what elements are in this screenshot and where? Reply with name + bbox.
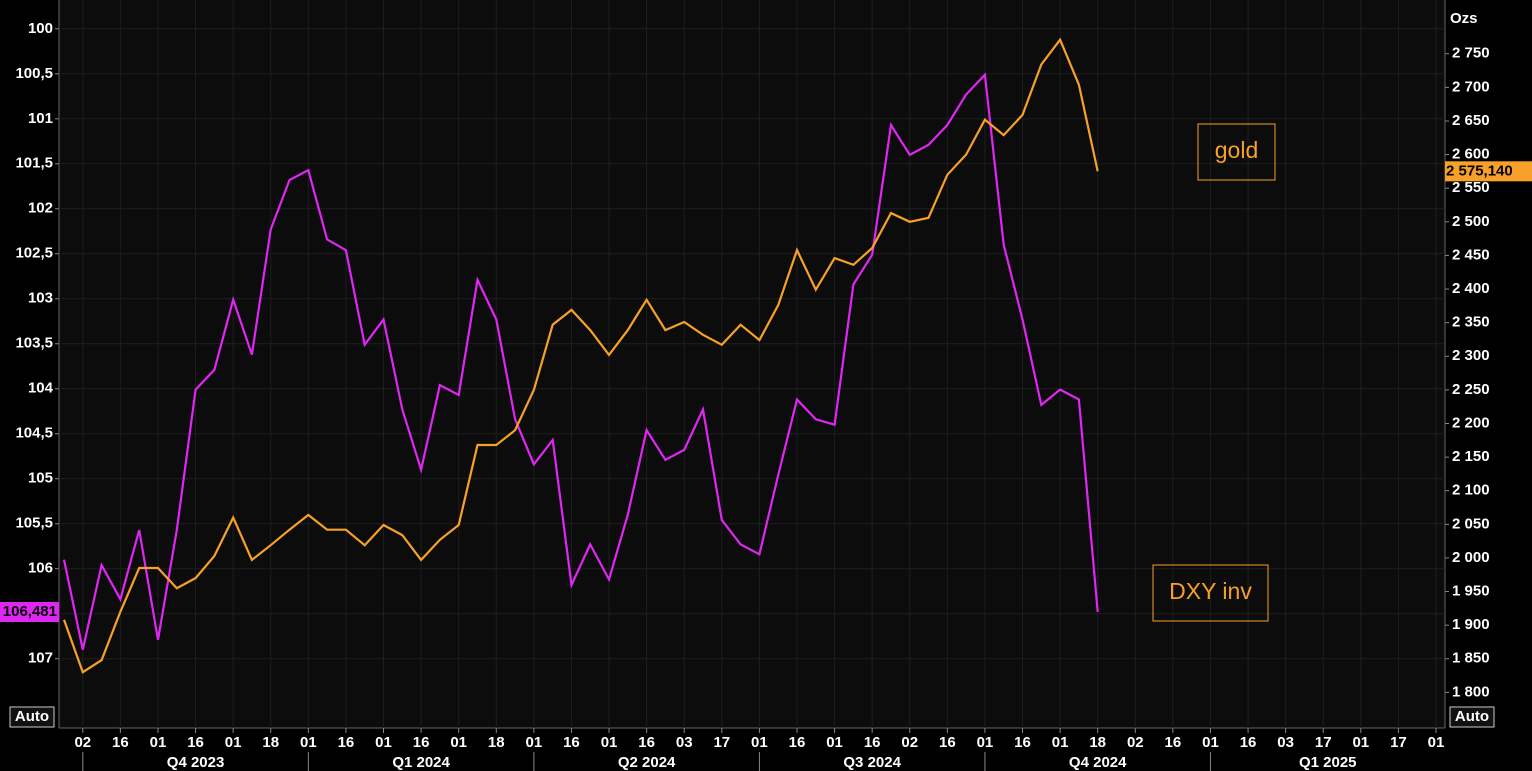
y-tick-label: 105	[28, 470, 53, 487]
y2-tick-label: 1 800	[1452, 683, 1490, 700]
y-tick-label: 104,5	[15, 425, 53, 442]
x-group-label: Q2 2024	[618, 754, 676, 771]
x-group-label: Q4 2023	[167, 754, 225, 771]
x-tick-label: 01	[225, 734, 242, 751]
x-tick-label: 01	[450, 734, 467, 751]
x-tick-label: 01	[1202, 734, 1219, 751]
y2-tick-label: 2 250	[1452, 381, 1490, 398]
series-line	[62, 72, 1099, 650]
last-value-box	[1445, 161, 1532, 182]
y2-tick-label: 2 000	[1452, 549, 1490, 566]
legend-label: gold	[1215, 137, 1258, 163]
y-tick-label: 101	[28, 110, 53, 127]
x-tick-label: 01	[300, 734, 317, 751]
x-tick-label: 18	[488, 734, 505, 751]
x-tick-label: 16	[1240, 734, 1257, 751]
y-tick-label: 102,5	[15, 245, 53, 262]
x-tick-label: 03	[676, 734, 693, 751]
x-group-label: Q3 2024	[843, 754, 901, 771]
y-tick-label: 106	[28, 560, 53, 577]
y2-tick-label: 2 750	[1452, 45, 1490, 62]
scale-button[interactable]	[9, 706, 55, 728]
x-tick-label: 16	[563, 734, 580, 751]
y2-tick-label: 2 200	[1452, 414, 1490, 431]
y2-tick-label: 1 900	[1452, 616, 1490, 633]
x-tick-label: 16	[112, 734, 129, 751]
x-tick-label: 16	[187, 734, 204, 751]
y2-tick-label: 2 650	[1452, 112, 1490, 129]
y-tick-label: 107	[28, 650, 53, 667]
scale-button-label[interactable]: Auto	[15, 708, 49, 725]
y-tick-label: 100,5	[15, 65, 53, 82]
x-tick-label: 01	[1428, 734, 1445, 751]
x-tick-label: 01	[1352, 734, 1369, 751]
x-tick-label: 16	[939, 734, 956, 751]
last-value-label: 106,481	[3, 603, 57, 620]
y2-tick-label: 2 050	[1452, 515, 1490, 532]
legend-box	[1152, 564, 1269, 622]
x-tick-label: 01	[601, 734, 618, 751]
x-tick-label: 16	[338, 734, 355, 751]
y-tick-label: 103	[28, 290, 53, 307]
y2-tick-label: 2 450	[1452, 246, 1490, 263]
x-tick-label: 16	[638, 734, 655, 751]
legend-label: DXY inv	[1169, 578, 1252, 604]
x-group-label: Q1 2025	[1299, 754, 1357, 771]
x-tick-label: 02	[1127, 734, 1144, 751]
x-tick-label: 01	[526, 734, 543, 751]
x-tick-label: 01	[751, 734, 768, 751]
x-tick-label: 16	[413, 734, 430, 751]
y-tick-label: 105,5	[15, 515, 53, 532]
x-tick-label: 16	[789, 734, 806, 751]
legend-box	[1197, 123, 1276, 181]
scale-button-label[interactable]: Auto	[1455, 708, 1489, 725]
plot-area	[59, 0, 1445, 728]
y-tick-label: 100	[28, 20, 53, 37]
y-tick-label: 103,5	[15, 335, 53, 352]
y-tick-label: 101,5	[15, 155, 53, 172]
x-tick-label: 17	[1315, 734, 1332, 751]
y2-tick-label: 2 150	[1452, 448, 1490, 465]
x-tick-label: 02	[74, 734, 91, 751]
x-group-label: Q4 2024	[1069, 754, 1127, 771]
x-tick-label: 01	[150, 734, 167, 751]
x-tick-label: 18	[262, 734, 279, 751]
x-tick-label: 16	[1165, 734, 1182, 751]
y2-tick-label: 2 600	[1452, 146, 1490, 163]
x-tick-label: 01	[375, 734, 392, 751]
x-tick-label: 01	[1052, 734, 1069, 751]
x-tick-label: 01	[826, 734, 843, 751]
y2-tick-label: 2 400	[1452, 280, 1490, 297]
y2-tick-label: 1 850	[1452, 650, 1490, 667]
x-tick-label: 03	[1277, 734, 1294, 751]
x-tick-label: 16	[864, 734, 881, 751]
y2-tick-label: 2 300	[1452, 347, 1490, 364]
y-tick-label: 104	[28, 380, 54, 397]
x-tick-label: 02	[901, 734, 918, 751]
x-tick-label: 01	[977, 734, 994, 751]
x-tick-label: 17	[713, 734, 730, 751]
y2-tick-label: 2 350	[1452, 314, 1490, 331]
x-tick-label: 17	[1390, 734, 1407, 751]
y2-tick-label: 2 100	[1452, 482, 1490, 499]
x-group-label: Q1 2024	[392, 754, 450, 771]
y2-tick-label: 2 700	[1452, 78, 1490, 95]
series-line	[62, 37, 1099, 674]
y2-axis-label: Ozs	[1450, 10, 1478, 27]
y2-tick-label: 2 550	[1452, 179, 1490, 196]
y2-tick-label: 1 950	[1452, 583, 1490, 600]
last-value-label: 2 575,140	[1446, 162, 1513, 179]
y2-tick-label: 2 500	[1452, 213, 1490, 230]
last-value-box	[0, 602, 59, 623]
x-tick-label: 18	[1089, 734, 1106, 751]
scale-button[interactable]	[1449, 706, 1495, 728]
y-tick-label: 102	[28, 200, 53, 217]
x-tick-label: 16	[1014, 734, 1031, 751]
